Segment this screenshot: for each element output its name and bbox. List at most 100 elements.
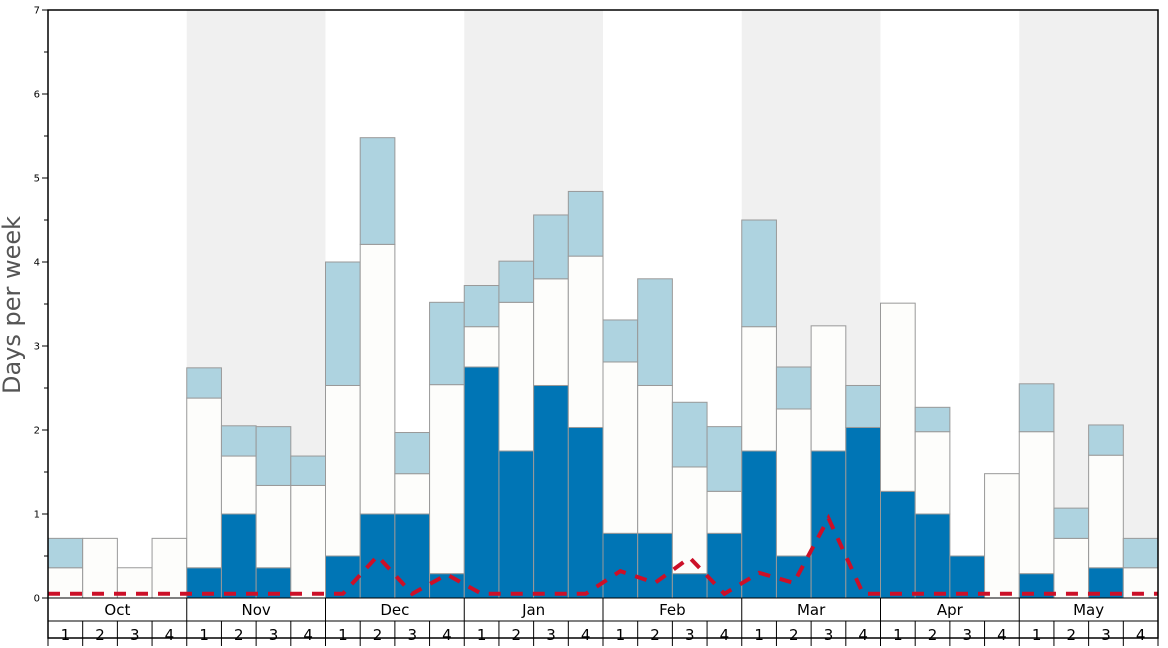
week-label: 4 bbox=[858, 626, 868, 644]
bar-segment-dark bbox=[706, 532, 743, 599]
bar-segment-light bbox=[845, 384, 881, 428]
bar-segment-dark bbox=[602, 532, 639, 599]
week-label: 4 bbox=[165, 626, 175, 644]
bar-segment-white bbox=[775, 408, 812, 557]
bar-segment-light bbox=[463, 285, 500, 328]
week-label: 4 bbox=[1136, 626, 1146, 644]
bar-segment-white bbox=[880, 302, 916, 492]
week-label: 4 bbox=[581, 626, 591, 644]
dashed-line bbox=[48, 513, 1158, 597]
bar-segment-white bbox=[741, 326, 777, 452]
bar-segment-dark bbox=[810, 450, 847, 599]
week-label: 4 bbox=[303, 626, 313, 644]
bar-segment-dark bbox=[394, 513, 431, 599]
bar-segment-light bbox=[47, 537, 84, 569]
bar-segment-light bbox=[290, 455, 326, 486]
bar-segment-dark bbox=[671, 573, 708, 599]
bar-segment-white bbox=[914, 431, 951, 515]
bar-segment-white bbox=[498, 301, 535, 452]
week-label: 2 bbox=[928, 626, 938, 644]
bar-segment-dark bbox=[914, 513, 951, 599]
bar-segment-light bbox=[1122, 537, 1159, 569]
bar-segment-white bbox=[151, 537, 188, 599]
bar-segment-white bbox=[325, 384, 361, 557]
bar-segment-white bbox=[1088, 454, 1124, 569]
week-label: 3 bbox=[407, 626, 417, 644]
y-tick-label: 4 bbox=[34, 258, 40, 269]
bar-segment-light bbox=[325, 261, 361, 386]
y-tick-label: 6 bbox=[34, 90, 40, 101]
bar-segment-white bbox=[186, 397, 222, 569]
week-label: 1 bbox=[893, 626, 903, 644]
month-label: Mar bbox=[797, 601, 826, 619]
y-tick-label: 5 bbox=[34, 174, 40, 185]
week-label: 1 bbox=[616, 626, 626, 644]
bar-segment-dark bbox=[949, 555, 986, 599]
bar-segment-white bbox=[1018, 431, 1055, 575]
week-label: 3 bbox=[685, 626, 695, 644]
y-tick-label: 2 bbox=[34, 426, 40, 437]
bar-segment-white bbox=[463, 326, 500, 368]
week-label: 1 bbox=[338, 626, 348, 644]
bar-segment-dark bbox=[533, 384, 569, 599]
week-label: 4 bbox=[442, 626, 452, 644]
y-tick-label: 0 bbox=[34, 594, 40, 605]
bar-segment-white bbox=[1053, 537, 1090, 599]
bar-segment-light bbox=[394, 432, 431, 475]
bar-segment-light bbox=[671, 401, 708, 468]
week-label: 2 bbox=[234, 626, 244, 644]
y-tick-label: 1 bbox=[34, 510, 40, 521]
bar-segment-light bbox=[775, 366, 812, 410]
bar-segment-dark bbox=[637, 532, 673, 599]
week-label: 3 bbox=[824, 626, 834, 644]
week-label: 4 bbox=[997, 626, 1007, 644]
bar-segment-light bbox=[1018, 383, 1055, 433]
month-label: Dec bbox=[380, 601, 409, 619]
y-tick-label: 3 bbox=[34, 342, 40, 353]
dashed-line-series bbox=[48, 513, 1158, 597]
week-label: 3 bbox=[269, 626, 279, 644]
bar-segment-light bbox=[429, 301, 465, 386]
month-label: Apr bbox=[937, 601, 964, 619]
bar-segment-light bbox=[914, 406, 951, 433]
month-label: Nov bbox=[241, 601, 270, 619]
bar-segment-white bbox=[706, 490, 743, 534]
bar-segment-dark bbox=[775, 555, 812, 599]
bar-segment-light bbox=[706, 426, 743, 492]
week-label: 3 bbox=[546, 626, 556, 644]
week-label: 2 bbox=[512, 626, 522, 644]
y-tick-labels: 0 1 2 3 4 5 6 7 bbox=[34, 6, 40, 605]
bar-segment-light bbox=[220, 425, 257, 457]
week-label: 1 bbox=[477, 626, 487, 644]
bar-segment-white bbox=[602, 361, 639, 534]
x-labels: Oct 1 2 3 4 Nov 1 2 3 4 Dec 1 2 3 4 Jan 1 2 3 4 Feb 1 2 3 4 Mar 1 2… bbox=[61, 601, 1146, 644]
month-label: Oct bbox=[104, 601, 130, 619]
week-label: 2 bbox=[373, 626, 383, 644]
bar-segment-white bbox=[255, 484, 292, 569]
bar-segment-dark bbox=[880, 490, 916, 599]
y-tick-label: 7 bbox=[34, 6, 40, 17]
bar-segment-light bbox=[359, 137, 396, 245]
week-label: 1 bbox=[199, 626, 209, 644]
bar-segment-dark bbox=[845, 426, 881, 599]
week-label: 1 bbox=[61, 626, 71, 644]
bar-segment-white bbox=[810, 325, 847, 452]
week-label: 2 bbox=[95, 626, 105, 644]
bar-segment-white bbox=[429, 384, 465, 575]
bar-segment-white bbox=[82, 537, 118, 599]
bar-segment-dark bbox=[359, 513, 396, 599]
bar-segment-light bbox=[567, 190, 604, 257]
bar-segment-dark bbox=[567, 426, 604, 599]
bar-segment-light bbox=[498, 260, 535, 303]
y-axis-label: Days per week bbox=[0, 216, 26, 394]
bar-segment-light bbox=[533, 214, 569, 280]
bar-segment-dark bbox=[220, 513, 257, 599]
week-label: 2 bbox=[1067, 626, 1077, 644]
bar-segment-light bbox=[1088, 424, 1124, 456]
bar-segment-white bbox=[359, 243, 396, 515]
bar-segment-light bbox=[741, 219, 777, 328]
bar-segment-white bbox=[671, 466, 708, 575]
bar-segment-light bbox=[637, 278, 673, 386]
bar-segment-dark bbox=[429, 573, 465, 599]
